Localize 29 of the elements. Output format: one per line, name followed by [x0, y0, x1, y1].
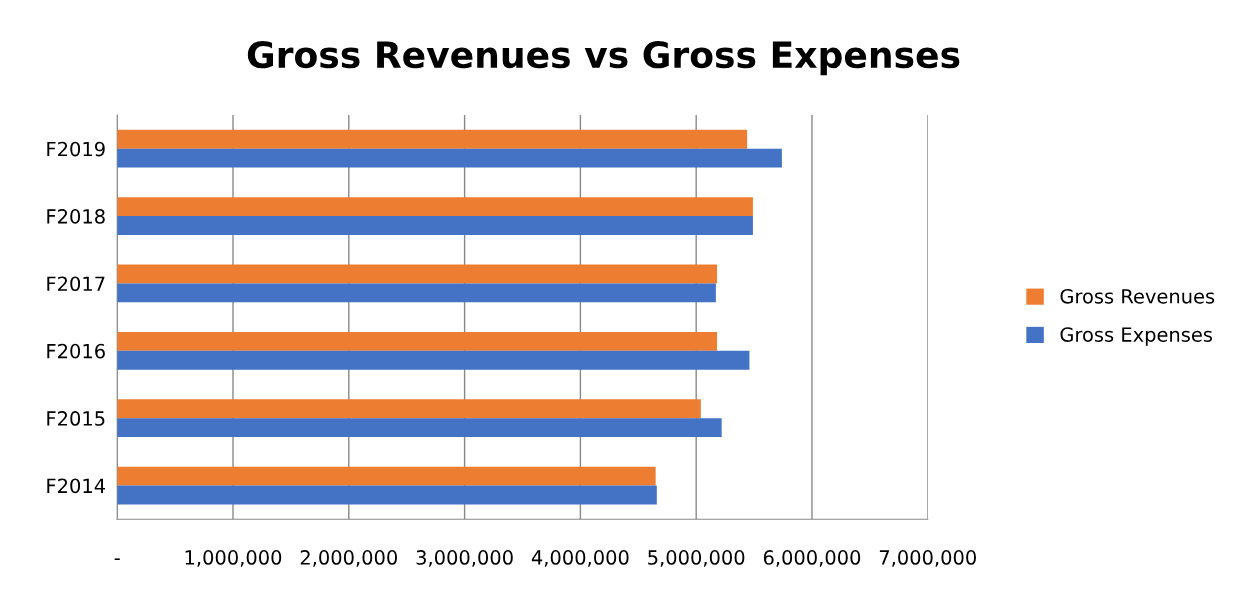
- bar: [117, 418, 722, 438]
- x-tick-label: 5,000,000: [648, 550, 745, 567]
- y-tick-label: F2015: [47, 411, 105, 426]
- bar: [117, 148, 782, 168]
- x-tick-label: 4,000,000: [531, 550, 629, 567]
- bar: [117, 331, 718, 351]
- y-tick-label: F2017: [47, 276, 105, 292]
- bar: [117, 350, 750, 370]
- bar: [117, 264, 718, 284]
- bar: [117, 399, 701, 419]
- bar: [117, 466, 656, 486]
- x-tick-label: 7,000,000: [879, 550, 976, 567]
- x-tick-label: -: [114, 558, 120, 560]
- y-tick-label: F2019: [47, 141, 105, 157]
- x-tick-label: 2,000,000: [300, 550, 397, 567]
- bar: [117, 216, 753, 235]
- x-tick-label: 3,000,000: [416, 550, 513, 567]
- chart-title: Gross Revenues vs Gross Expenses: [247, 41, 960, 76]
- bar: [117, 485, 657, 505]
- y-tick-label: F2016: [47, 343, 105, 359]
- legend-label: Gross Revenues: [1060, 288, 1215, 304]
- legend-label: Gross Expenses: [1060, 327, 1213, 346]
- x-tick-label: 6,000,000: [763, 550, 861, 567]
- bar: [117, 283, 716, 303]
- x-tick-label: 1,000,000: [185, 550, 282, 567]
- bar: [117, 197, 753, 217]
- y-tick-label: F2014: [47, 478, 106, 494]
- bar: [117, 129, 748, 149]
- y-tick-label: F2018: [47, 209, 105, 224]
